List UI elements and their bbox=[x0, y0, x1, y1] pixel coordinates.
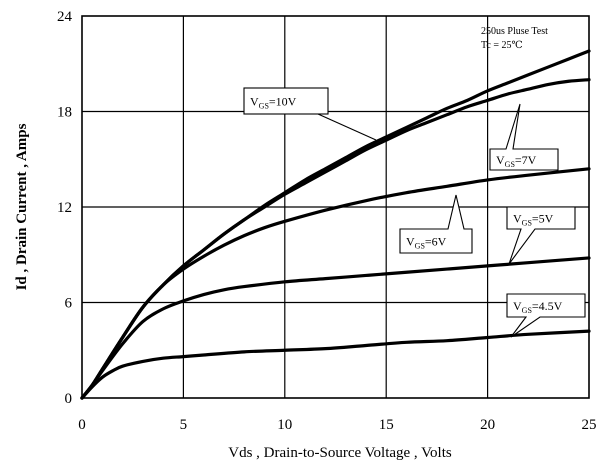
curve-vgs-5v bbox=[80, 256, 591, 400]
callout-layer: VGS=10V VGS=7V VGS=6V VGS=5V VGS=4.5V bbox=[243, 87, 586, 338]
callout-label: VGS=6V bbox=[406, 235, 447, 251]
y-tick-label: 24 bbox=[57, 9, 73, 25]
callout-leader bbox=[317, 113, 377, 141]
tick-layer: 0 5 10 15 20 25 0 6 12 18 24 bbox=[57, 9, 597, 433]
y-tick-label: 0 bbox=[65, 391, 73, 407]
callout-label: VGS=5V bbox=[513, 212, 554, 228]
curve-vgs-4-5v bbox=[80, 329, 591, 400]
curve-layer bbox=[80, 49, 591, 400]
callout-box bbox=[506, 206, 576, 265]
test-condition-line-1: 250us Pluse Test bbox=[481, 26, 548, 37]
x-tick-label: 5 bbox=[180, 417, 188, 433]
callout-vgs-6v: VGS=6V bbox=[399, 194, 473, 254]
callout-vgs-4-5v: VGS=4.5V bbox=[506, 293, 586, 338]
y-tick-label: 18 bbox=[57, 105, 72, 121]
y-tick-label: 12 bbox=[57, 200, 72, 216]
callout-vgs-10v: VGS=10V bbox=[243, 87, 377, 141]
callout-vgs-5v: VGS=5V bbox=[506, 206, 576, 265]
x-tick-label: 20 bbox=[480, 417, 495, 433]
y-tick-label: 6 bbox=[65, 296, 73, 312]
callout-box bbox=[399, 194, 473, 254]
curve-vgs-6v bbox=[80, 167, 591, 400]
callout-box bbox=[243, 87, 329, 115]
callout-label: VGS=10V bbox=[250, 95, 297, 111]
x-tick-label: 25 bbox=[582, 417, 597, 433]
x-tick-label: 0 bbox=[78, 417, 86, 433]
test-condition-note: 250us Pluse Test Tc = 25℃ bbox=[481, 26, 548, 51]
callout-vgs-7v: VGS=7V bbox=[489, 103, 559, 171]
callout-label: VGS=4.5V bbox=[513, 299, 563, 315]
x-tick-label: 15 bbox=[379, 417, 394, 433]
y-axis-title: Id , Drain Current , Amps bbox=[14, 123, 30, 290]
callout-box bbox=[506, 293, 586, 338]
test-condition-line-2: Tc = 25℃ bbox=[481, 40, 523, 51]
callout-label: VGS=7V bbox=[496, 153, 537, 169]
x-tick-label: 10 bbox=[277, 417, 292, 433]
x-axis-title: Vds , Drain-to-Source Voltage , Volts bbox=[228, 445, 452, 461]
plot-frame bbox=[81, 15, 590, 399]
callout-box bbox=[489, 103, 559, 171]
